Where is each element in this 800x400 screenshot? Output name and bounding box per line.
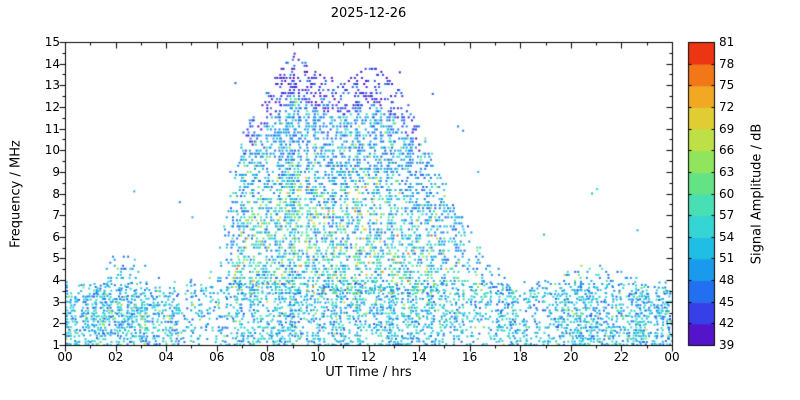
y-tick-label: 15 [44,35,60,49]
y-tick-label: 13 [44,78,60,93]
y-tick-label: 10 [44,143,60,158]
y-tick-label: 7 [52,208,60,223]
x-tick-label: 14 [411,350,427,364]
y-tick-label: 3 [52,294,60,309]
colorbar-tick-label: 66 [719,143,735,158]
y-tick-label: 4 [52,273,60,288]
colorbar-tick-label: 45 [719,294,735,309]
y-axis-label: Frequency / MHz [8,140,24,248]
x-tick-label: 04 [158,350,174,364]
y-tick-label: 6 [52,229,60,244]
y-tick-label: 14 [44,56,60,71]
x-tick-label: 12 [360,350,377,364]
x-tick-label: 06 [209,350,225,364]
y-tick-label: 12 [44,99,60,114]
x-tick-label: 20 [563,350,579,364]
x-tick-label: 00 [57,350,73,364]
x-axis-label: UT Time / hrs [325,365,412,380]
colorbar-tick-label: 51 [719,251,735,266]
y-tick-label: 2 [52,316,60,331]
x-tick-label: 16 [462,350,478,364]
y-tick-label: 9 [52,164,60,179]
colorbar-tick-label: 72 [719,99,735,114]
colorbar-label: Signal Amplitude / dB [749,123,765,265]
x-tick-label: 02 [107,350,124,364]
x-tick-label: 22 [613,350,630,364]
colorbar-tick-label: 78 [719,56,735,71]
colorbar-tick-label: 39 [719,338,735,352]
x-tick-label: 10 [310,350,326,364]
x-tick-label: 18 [512,350,528,364]
colorbar-tick-label: 42 [719,316,735,331]
chart-title: 2025-12-26 [330,6,407,21]
y-tick-label: 8 [52,186,60,201]
x-tick-label: 08 [259,350,275,364]
y-tick-label: 5 [52,251,60,266]
colorbar-tick-label: 48 [719,273,735,288]
colorbar-tick-label: 81 [719,35,735,49]
x-tick-label: 00 [664,350,680,364]
colorbar-tick-label: 60 [719,186,735,201]
colorbar-tick-label: 57 [719,208,735,223]
colorbar-tick-label: 63 [719,164,735,179]
colorbar-tick-label: 54 [719,229,735,244]
colorbar-tick-label: 75 [719,78,735,93]
y-tick-label: 1 [52,338,60,352]
colorbar-tick-label: 69 [719,121,735,136]
y-tick-label: 11 [44,121,60,136]
